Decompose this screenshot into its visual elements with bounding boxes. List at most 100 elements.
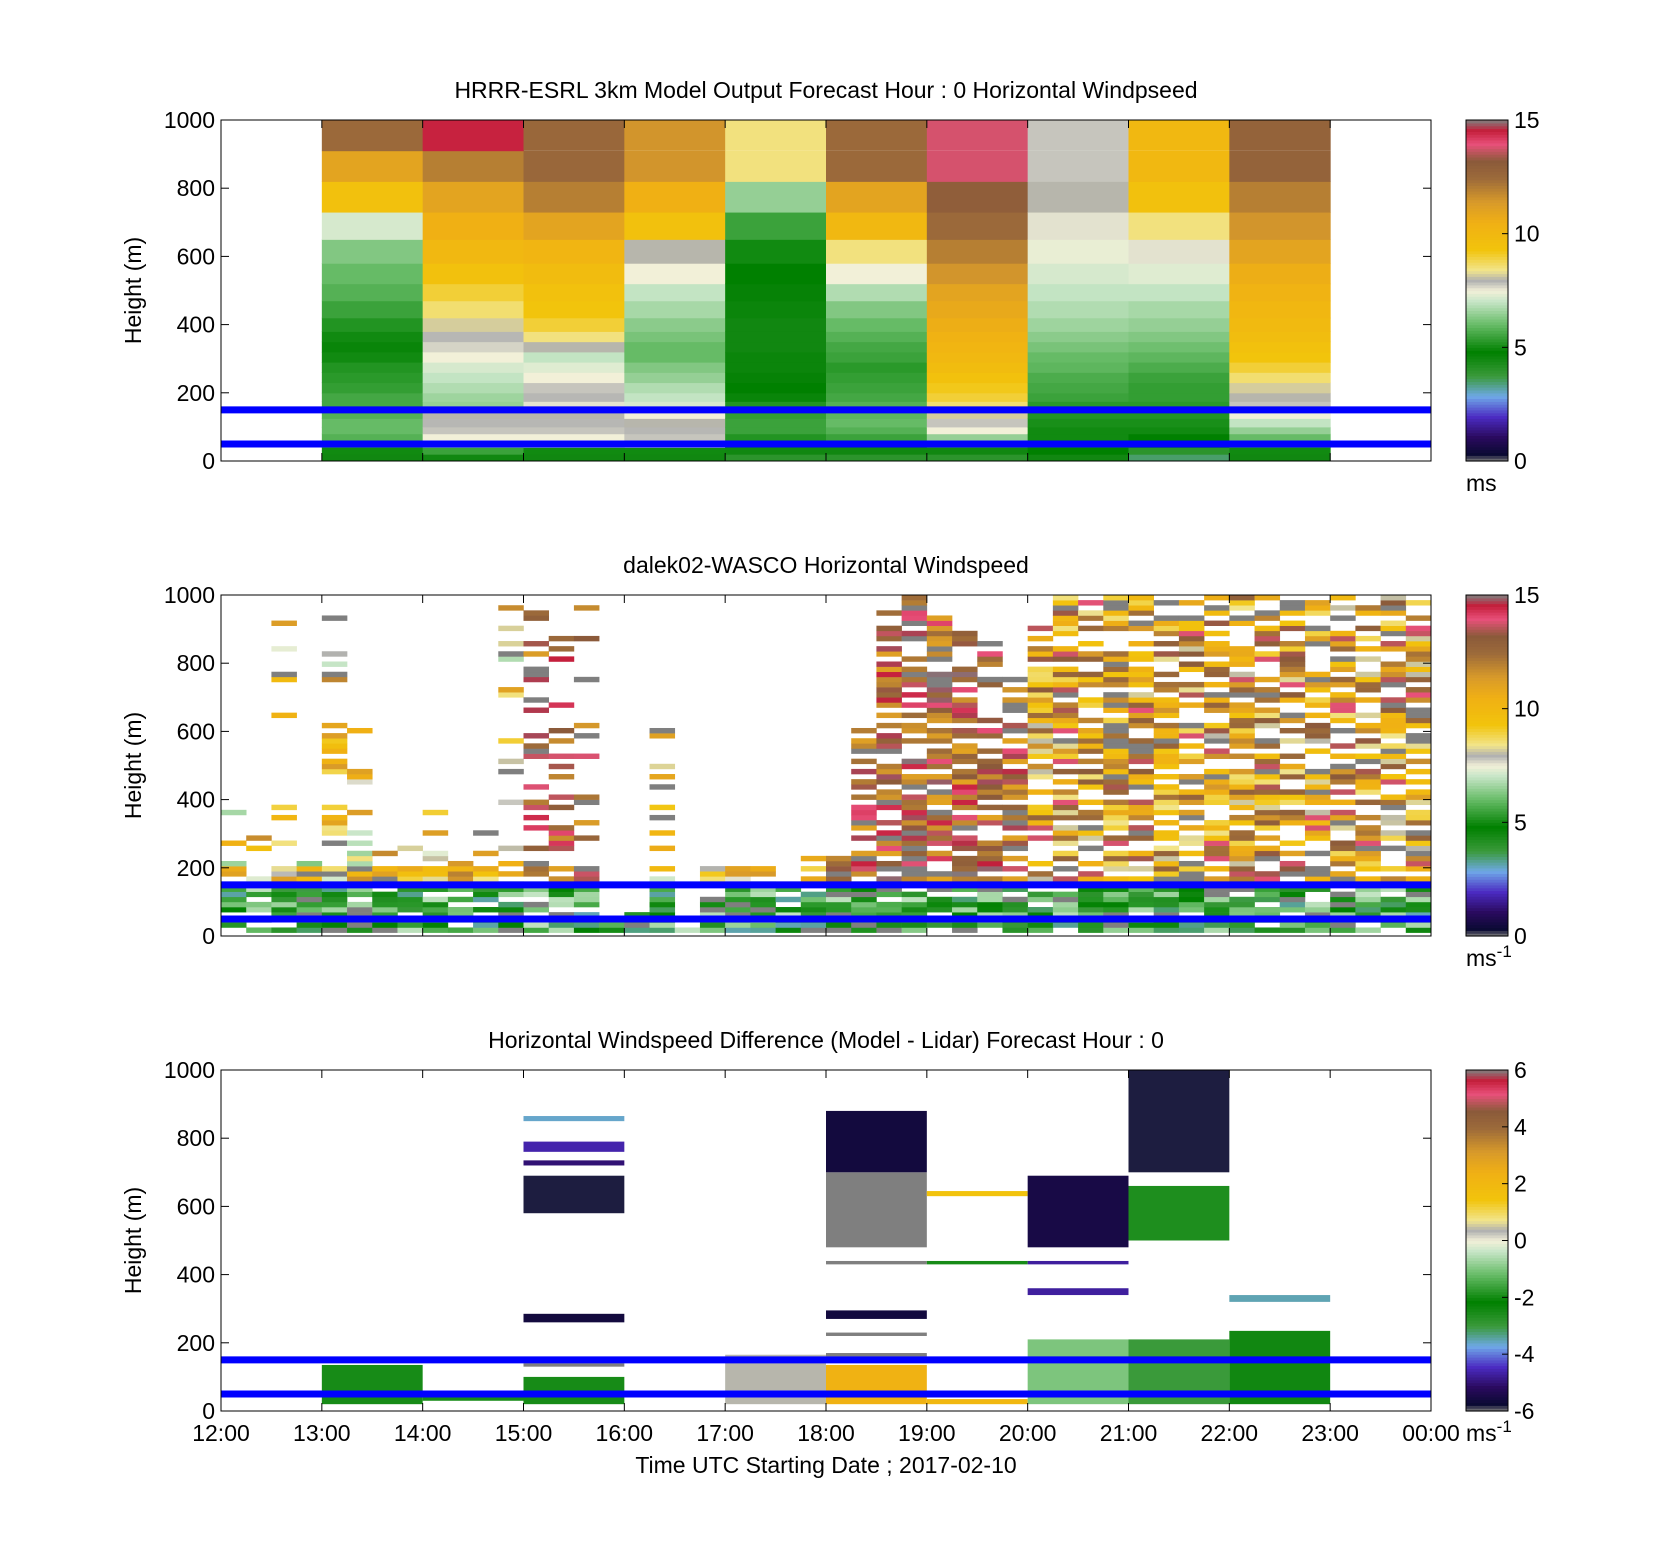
heatmap-cell: [1128, 331, 1230, 343]
heatmap-cell: [1128, 341, 1230, 353]
heatmap-cell: [1304, 876, 1331, 882]
heatmap-cell: [1204, 692, 1230, 698]
heatmap-cell: [926, 651, 953, 657]
colorbar-swatch: [1466, 1308, 1508, 1313]
heatmap-cell: [1380, 625, 1407, 632]
heatmap-cell: [649, 804, 676, 811]
heatmap-cell: [1279, 774, 1306, 780]
heatmap-cell: [851, 855, 877, 862]
colorbar-swatch: [1466, 287, 1508, 292]
heatmap-cell: [246, 891, 272, 898]
colorbar-swatch: [1466, 671, 1508, 676]
heatmap-cell: [1027, 120, 1129, 151]
heatmap-cell: [1078, 860, 1104, 867]
heatmap-cell: [1078, 825, 1104, 831]
heatmap-cell: [1229, 784, 1255, 790]
colorbar-swatch: [1466, 148, 1508, 152]
heatmap-cell: [1380, 620, 1407, 626]
colorbar-swatch: [1466, 367, 1508, 371]
heatmap-cell: [1128, 692, 1155, 698]
heatmap-cell: [1405, 733, 1432, 739]
colorbar-swatch: [1466, 1155, 1508, 1159]
heatmap-cell: [1128, 702, 1155, 708]
heatmap-cell: [1405, 656, 1432, 662]
colorbar-swatch: [1466, 597, 1508, 602]
heatmap-cell: [926, 181, 1029, 213]
heatmap-cell: [573, 896, 600, 903]
heatmap-cell: [523, 426, 625, 435]
colorbar-swatch: [1466, 921, 1508, 926]
heatmap-cell: [473, 866, 499, 872]
heatmap-cell: [977, 661, 1003, 667]
heatmap-cell: [1254, 625, 1281, 632]
heatmap-cell: [926, 871, 953, 877]
heatmap-cell: [1229, 860, 1255, 867]
heatmap-cell: [1128, 738, 1155, 744]
colorbar-swatch: [1466, 1391, 1508, 1395]
heatmap-cell: [725, 409, 827, 419]
heatmap-cell: [1178, 774, 1205, 780]
colorbar-swatch: [1466, 395, 1508, 400]
heatmap-cell: [1027, 447, 1129, 455]
heatmap-cell: [1027, 454, 1129, 462]
heatmap-cell: [523, 212, 625, 240]
heatmap-cell: [1103, 692, 1129, 698]
heatmap-cell: [1002, 820, 1028, 826]
colorbar-swatch: [1466, 884, 1508, 889]
heatmap-cell: [926, 712, 953, 719]
colorbar-swatch: [1466, 646, 1508, 650]
heatmap-cell: [1204, 702, 1230, 708]
heatmap-cell: [1027, 835, 1054, 841]
heatmap-cell: [1330, 912, 1356, 918]
heatmap-cell: [1304, 794, 1331, 800]
heatmap-cell: [826, 283, 928, 302]
heatmap-cell: [1405, 886, 1432, 892]
heatmap-cell: [422, 317, 524, 332]
heatmap-cell: [1380, 835, 1407, 841]
heatmap-cell: [473, 896, 499, 903]
colorbar-swatch: [1466, 125, 1508, 130]
colorbar-swatch: [1466, 1146, 1508, 1151]
heatmap-cell: [851, 825, 877, 831]
heatmap-cell: [1330, 814, 1356, 821]
heatmap-cell: [826, 454, 928, 462]
heatmap-cell: [1027, 692, 1054, 698]
heatmap-cell: [1380, 845, 1407, 852]
heatmap-cell: [321, 300, 424, 319]
heatmap-cell: [321, 876, 348, 882]
heatmap-cell: [750, 896, 776, 903]
heatmap-cell: [523, 418, 625, 428]
heatmap-cell: [826, 372, 928, 384]
heatmap-cell: [321, 651, 348, 657]
heatmap-cell: [321, 239, 424, 264]
colorbar-swatch: [1466, 176, 1508, 181]
heatmap-cell: [876, 927, 902, 933]
heatmap-cell: [977, 891, 1003, 898]
heatmap-cell: [321, 263, 424, 285]
heatmap-cell: [750, 907, 776, 913]
heatmap-cell: [926, 283, 1029, 302]
heatmap-cell: [1103, 799, 1129, 806]
heatmap-cell: [750, 891, 776, 898]
heatmap-cell: [548, 912, 575, 918]
heatmap-cell: [1330, 907, 1356, 913]
colorbar-swatch: [1466, 830, 1508, 835]
heatmap-cell: [1002, 722, 1028, 729]
heatmap-cell: [1405, 748, 1432, 754]
heatmap-cell: [1027, 181, 1129, 213]
heatmap-cell: [876, 876, 902, 882]
heatmap-cell: [1229, 866, 1255, 872]
colorbar-swatch: [1466, 1192, 1508, 1196]
colorbar-tick-label: 15: [1514, 107, 1540, 133]
heatmap-cell: [1052, 651, 1079, 657]
heatmap-cell: [1380, 748, 1407, 754]
heatmap-cell: [952, 860, 978, 867]
colorbar-swatch: [1466, 1251, 1508, 1256]
heatmap-cell: [1128, 605, 1155, 611]
colorbar-swatch: [1466, 660, 1508, 664]
heatmap-cell: [1103, 922, 1129, 928]
heatmap-cell: [1153, 748, 1180, 754]
heatmap-cell: [1254, 712, 1281, 719]
heatmap-cell: [1178, 860, 1205, 867]
